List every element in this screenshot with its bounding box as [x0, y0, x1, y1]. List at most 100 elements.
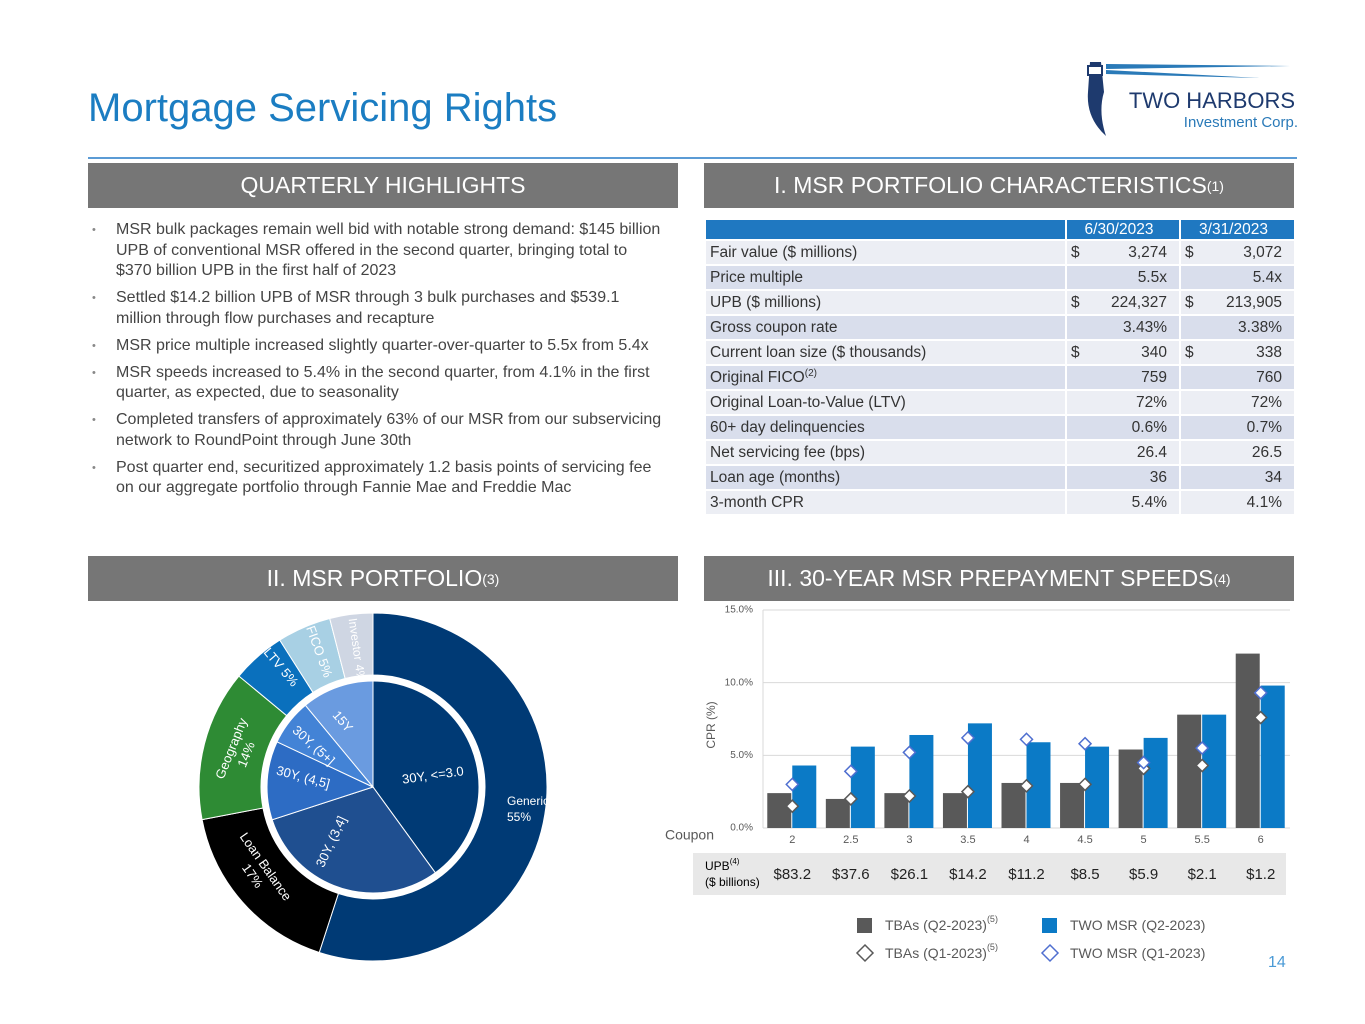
- footnote-ref: (5): [987, 942, 998, 952]
- cell-value: 0.6%: [1131, 418, 1167, 436]
- y-tick-label: 15.0%: [725, 605, 753, 616]
- footnote-ref: (4): [730, 857, 740, 866]
- value-cell: 5.4%: [1065, 489, 1181, 516]
- footnote-ref: (3): [482, 570, 500, 587]
- bullet: MSR bulk packages remain well bid with n…: [92, 220, 664, 282]
- diamond-marker: [785, 777, 800, 792]
- value-cell: $213,905: [1179, 289, 1296, 316]
- bar: [1202, 714, 1227, 828]
- section-header: I. MSR PORTFOLIO CHARACTERISTICS (1): [704, 163, 1294, 208]
- page-title: Mortgage Servicing Rights: [88, 86, 558, 130]
- diamond-marker: [1019, 778, 1034, 793]
- cell-value: 213,905: [1225, 293, 1282, 311]
- legend-name: TBAs (Q1-2023): [885, 945, 987, 961]
- value-cell: 0.7%: [1179, 414, 1296, 441]
- value-cell: 26.4: [1065, 439, 1181, 466]
- legend-name: TBAs (Q2-2023): [885, 917, 987, 933]
- row-label-cell: Original Loan-to-Value (LTV): [704, 389, 1067, 416]
- section-title: I. MSR PORTFOLIO CHARACTERISTICS: [774, 172, 1207, 198]
- legend-name: TWO MSR (Q1-2023): [1070, 945, 1205, 961]
- row-label: 60+ day delinquencies: [710, 418, 865, 436]
- value-cell: 760: [1179, 364, 1296, 391]
- bullet: MSR speeds increased to 5.4% in the seco…: [92, 363, 664, 404]
- upb-value: $11.2: [1008, 866, 1044, 883]
- row-label: Original Loan-to-Value (LTV): [710, 393, 906, 411]
- currency: $: [1185, 293, 1194, 311]
- table-row: Loan age (months) 36 34: [704, 464, 1296, 491]
- value-cell: 72%: [1065, 389, 1181, 416]
- value-cell: 34: [1179, 464, 1296, 491]
- cell-value: 759: [1141, 368, 1167, 386]
- section-header: QUARTERLY HIGHLIGHTS: [88, 163, 678, 208]
- x-tick-label: 4.5: [1077, 834, 1092, 846]
- upb-label: UPB(4): [705, 857, 740, 873]
- y-tick-label: 0.0%: [730, 823, 753, 834]
- y-tick-label: 5.0%: [730, 750, 753, 761]
- diamond-marker: [1077, 777, 1093, 792]
- row-label: Fair value ($ millions): [710, 243, 858, 261]
- row-label-cell: Price multiple: [704, 264, 1067, 291]
- row-label: Current loan size ($ thousands): [710, 343, 927, 361]
- x-tick-label: 5.5: [1195, 834, 1210, 846]
- row-label-cell: Original FICO(2): [704, 364, 1067, 391]
- diamond-marker: [960, 784, 976, 799]
- y-axis-label: CPR (%): [704, 701, 718, 748]
- bullet: Post quarter end, securitized approximat…: [92, 458, 664, 499]
- footnote-ref: (4): [1213, 570, 1231, 587]
- cell-value: 72%: [1250, 393, 1282, 411]
- row-label-cell: Current loan size ($ thousands): [704, 339, 1067, 366]
- section-title: III. 30-YEAR MSR PREPAYMENT SPEEDS: [767, 565, 1214, 591]
- row-label: Gross coupon rate: [710, 318, 838, 336]
- inner-border: [264, 678, 482, 896]
- upb-value: $83.2: [774, 866, 812, 883]
- slice-label: Investor 4%: [345, 617, 368, 683]
- diamond-marker: [960, 730, 976, 745]
- cell-value: 36: [1149, 468, 1167, 486]
- bar: [942, 793, 967, 828]
- cell-value: 4.1%: [1246, 493, 1282, 511]
- footnote-ref: (2): [804, 367, 817, 379]
- cell-value: 5.5x: [1137, 268, 1167, 286]
- table-row: Original FICO(2) 759 760: [704, 364, 1296, 391]
- lamp: [1087, 65, 1103, 76]
- bar: [1177, 714, 1202, 828]
- diamond-marker: [1253, 710, 1268, 725]
- cell-value: 26.5: [1251, 443, 1282, 461]
- highlights-list: MSR bulk packages remain well bid with n…: [92, 220, 664, 505]
- legend-label: TBAs (Q2-2023)(5): [885, 914, 998, 932]
- upb-value: $5.9: [1129, 866, 1158, 883]
- upb-unit: ($ billions): [705, 875, 760, 889]
- slice-value: 4%: [352, 663, 368, 682]
- slice-name: Investor: [345, 617, 365, 661]
- table-row: 3-month CPR 5.4% 4.1%: [704, 489, 1296, 516]
- x-tick-label: 3: [906, 834, 912, 846]
- diamond-marker: [843, 791, 858, 806]
- value-cell: 72%: [1179, 389, 1296, 416]
- legend-swatch: [1042, 918, 1057, 933]
- row-label: 3-month CPR: [710, 493, 804, 511]
- footnote-ref: (1): [1206, 177, 1224, 194]
- section-title: II. MSR PORTFOLIO: [266, 565, 483, 591]
- row-label: Net servicing fee (bps): [710, 443, 866, 461]
- currency: $: [1071, 343, 1080, 361]
- table-row: 60+ day delinquencies 0.6% 0.7%: [704, 414, 1296, 441]
- cell-value: 3,072: [1243, 243, 1282, 261]
- table-row: Current loan size ($ thousands) $340 $338: [704, 339, 1296, 366]
- x-tick-label: 5: [1141, 834, 1147, 846]
- legend-swatch: [857, 918, 872, 933]
- bar: [1235, 653, 1260, 828]
- header-row: 6/30/2023 3/31/2023: [704, 218, 1296, 241]
- value-cell: 5.5x: [1065, 264, 1181, 291]
- legend-marker: [855, 943, 875, 963]
- upb-value: $37.6: [832, 866, 870, 883]
- value-cell: $224,327: [1065, 289, 1181, 316]
- value-cell: 5.4x: [1179, 264, 1296, 291]
- diamond-marker: [1195, 741, 1210, 756]
- row-label-cell: Loan age (months): [704, 464, 1067, 491]
- x-axis-label: Coupon: [665, 827, 714, 843]
- legend-label: TWO MSR (Q1-2023): [1070, 945, 1205, 961]
- diamond-marker: [902, 745, 917, 760]
- value-cell: $3,072: [1179, 239, 1296, 266]
